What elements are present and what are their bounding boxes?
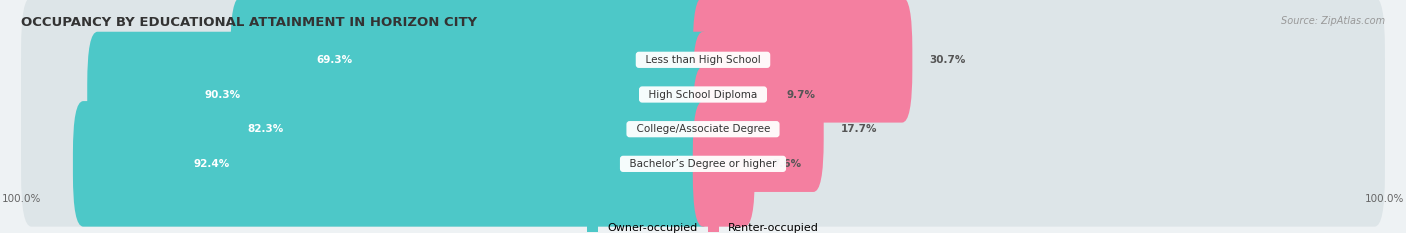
FancyBboxPatch shape — [693, 32, 769, 157]
Text: Source: ZipAtlas.com: Source: ZipAtlas.com — [1281, 16, 1385, 26]
Text: 17.7%: 17.7% — [841, 124, 877, 134]
FancyBboxPatch shape — [142, 66, 713, 192]
Text: High School Diploma: High School Diploma — [643, 89, 763, 99]
FancyBboxPatch shape — [21, 66, 1385, 192]
FancyBboxPatch shape — [21, 101, 1385, 227]
FancyBboxPatch shape — [87, 32, 713, 157]
Text: Bachelor’s Degree or higher: Bachelor’s Degree or higher — [623, 159, 783, 169]
FancyBboxPatch shape — [693, 101, 755, 227]
Text: 82.3%: 82.3% — [247, 124, 284, 134]
FancyBboxPatch shape — [231, 0, 713, 123]
Legend: Owner-occupied, Renter-occupied: Owner-occupied, Renter-occupied — [582, 218, 824, 233]
FancyBboxPatch shape — [693, 66, 824, 192]
FancyBboxPatch shape — [693, 0, 912, 123]
FancyBboxPatch shape — [21, 0, 1385, 123]
Text: 90.3%: 90.3% — [205, 89, 240, 99]
Text: 9.7%: 9.7% — [786, 89, 815, 99]
Text: College/Associate Degree: College/Associate Degree — [630, 124, 776, 134]
Text: 7.6%: 7.6% — [772, 159, 801, 169]
FancyBboxPatch shape — [73, 101, 713, 227]
FancyBboxPatch shape — [21, 32, 1385, 157]
Text: 69.3%: 69.3% — [316, 55, 353, 65]
Text: 30.7%: 30.7% — [929, 55, 966, 65]
Text: 92.4%: 92.4% — [194, 159, 229, 169]
Text: OCCUPANCY BY EDUCATIONAL ATTAINMENT IN HORIZON CITY: OCCUPANCY BY EDUCATIONAL ATTAINMENT IN H… — [21, 16, 477, 29]
Text: Less than High School: Less than High School — [638, 55, 768, 65]
